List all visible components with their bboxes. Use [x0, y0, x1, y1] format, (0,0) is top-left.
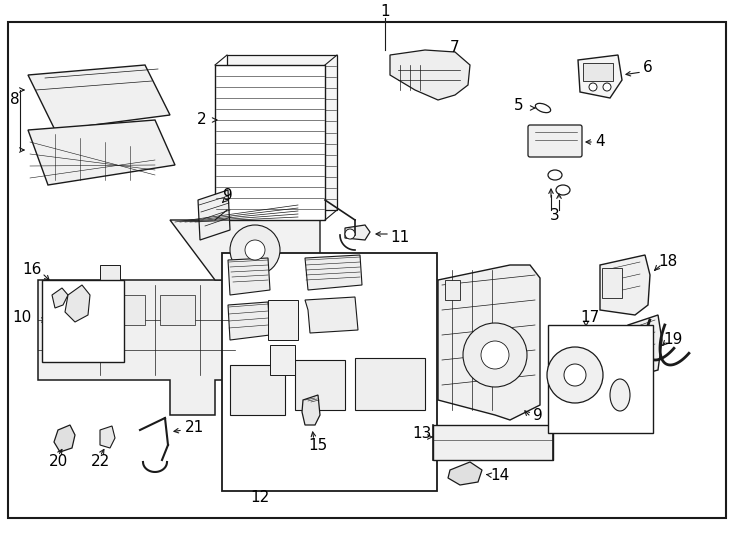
Text: 7: 7: [450, 39, 459, 55]
Circle shape: [245, 240, 265, 260]
Polygon shape: [38, 280, 255, 415]
Text: 21: 21: [186, 421, 205, 435]
Polygon shape: [305, 297, 358, 333]
Text: 11: 11: [390, 230, 410, 245]
Polygon shape: [390, 50, 470, 100]
Text: 1: 1: [380, 4, 390, 19]
Polygon shape: [578, 55, 622, 98]
Polygon shape: [448, 462, 482, 485]
Bar: [42, 280, 124, 362]
Ellipse shape: [610, 379, 630, 411]
Polygon shape: [100, 426, 115, 448]
Circle shape: [603, 83, 611, 91]
Text: 15: 15: [308, 437, 327, 453]
Bar: [433, 425, 553, 460]
Bar: [270, 345, 295, 375]
Polygon shape: [305, 255, 362, 290]
Circle shape: [547, 347, 603, 403]
Polygon shape: [28, 120, 175, 185]
Polygon shape: [52, 288, 68, 308]
Bar: [100, 265, 120, 280]
Text: 12: 12: [250, 489, 269, 504]
Text: 17: 17: [581, 310, 600, 326]
Bar: [230, 365, 285, 415]
Bar: [215, 65, 325, 220]
Text: 13: 13: [413, 426, 432, 441]
Bar: [583, 63, 613, 81]
Bar: [355, 358, 425, 410]
Polygon shape: [302, 395, 320, 425]
Polygon shape: [228, 302, 270, 340]
Text: 10: 10: [12, 310, 32, 326]
Circle shape: [345, 229, 355, 239]
Bar: [222, 253, 437, 491]
Circle shape: [481, 341, 509, 369]
Text: 8: 8: [10, 92, 20, 107]
Ellipse shape: [535, 103, 550, 113]
Ellipse shape: [556, 185, 570, 195]
Polygon shape: [198, 190, 230, 240]
Polygon shape: [65, 285, 90, 322]
Text: 4: 4: [595, 134, 605, 150]
Polygon shape: [28, 65, 170, 130]
Text: 5: 5: [515, 98, 524, 113]
Bar: [548, 325, 653, 433]
Circle shape: [589, 83, 597, 91]
Ellipse shape: [548, 170, 562, 180]
Bar: [160, 295, 195, 325]
Polygon shape: [438, 265, 540, 420]
Bar: [295, 360, 345, 410]
Text: 14: 14: [490, 468, 509, 483]
Text: 16: 16: [22, 262, 42, 278]
Text: 19: 19: [664, 333, 683, 348]
Text: 3: 3: [550, 207, 560, 222]
Text: 22: 22: [90, 455, 109, 469]
Circle shape: [564, 364, 586, 386]
Circle shape: [230, 225, 280, 275]
Polygon shape: [170, 200, 320, 280]
Text: 9: 9: [533, 408, 543, 422]
FancyBboxPatch shape: [528, 125, 582, 157]
Bar: [268, 300, 298, 340]
Text: 9: 9: [223, 188, 233, 204]
Bar: [445, 280, 460, 300]
Text: 6: 6: [643, 60, 653, 76]
Text: 20: 20: [48, 455, 68, 469]
Polygon shape: [600, 255, 650, 315]
Bar: [60, 295, 95, 325]
Text: 2: 2: [197, 112, 207, 127]
Bar: [602, 268, 622, 298]
Polygon shape: [345, 225, 370, 240]
Bar: [227, 55, 337, 210]
Polygon shape: [54, 425, 75, 452]
Bar: [110, 295, 145, 325]
Polygon shape: [628, 315, 662, 375]
Text: 18: 18: [658, 254, 677, 269]
Circle shape: [463, 323, 527, 387]
Polygon shape: [228, 258, 270, 295]
